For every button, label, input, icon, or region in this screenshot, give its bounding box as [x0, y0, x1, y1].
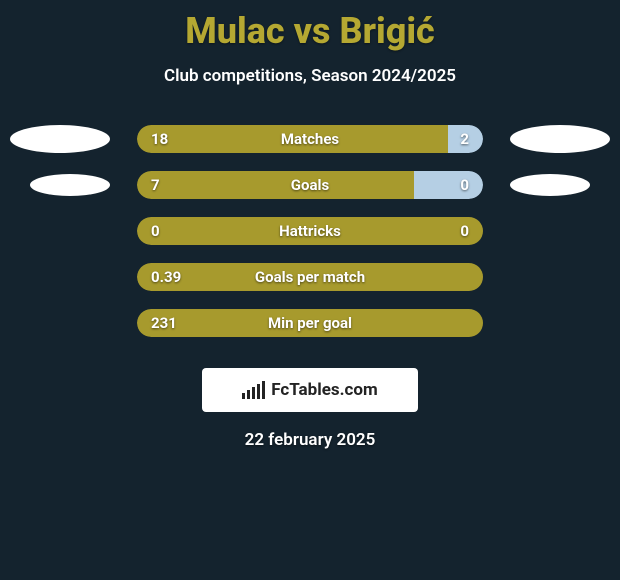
- stat-bar: 7 Goals 0: [137, 171, 483, 199]
- date-text: 22 february 2025: [0, 430, 620, 450]
- stat-left-value: 18: [151, 130, 168, 148]
- stat-label: Goals: [291, 176, 329, 194]
- stat-bar: 0.39 Goals per match: [137, 263, 483, 291]
- stat-row: 0.39 Goals per match: [0, 254, 620, 300]
- bar-chart-icon: [242, 381, 265, 399]
- stat-row: 231 Min per goal: [0, 300, 620, 346]
- player-left-marker: [10, 125, 110, 153]
- stat-row: 0 Hattricks 0: [0, 208, 620, 254]
- stat-bar: 18 Matches 2: [137, 125, 483, 153]
- stat-label: Matches: [281, 130, 339, 148]
- bar-chart-icon-bar: [262, 381, 265, 399]
- subtitle: Club competitions, Season 2024/2025: [0, 66, 620, 86]
- stat-bar-right-segment: [414, 171, 483, 199]
- stat-row: 7 Goals 0: [0, 162, 620, 208]
- bar-chart-icon-bar: [242, 393, 245, 399]
- stat-left-value: 7: [151, 176, 160, 194]
- stat-left-value: 0: [151, 222, 160, 240]
- stat-right-value: 0: [460, 176, 469, 194]
- bar-chart-icon-bar: [252, 387, 255, 399]
- stat-label: Hattricks: [279, 222, 341, 240]
- player-right-marker: [510, 125, 610, 153]
- stat-label: Min per goal: [268, 314, 352, 332]
- brand-text: FcTables.com: [271, 380, 377, 400]
- stat-bar: 0 Hattricks 0: [137, 217, 483, 245]
- stat-bar: 231 Min per goal: [137, 309, 483, 337]
- stat-left-value: 0.39: [151, 268, 181, 286]
- stats-container: 18 Matches 2 7 Goals 0 0 Hattricks 0 0.39 Goals pe…: [0, 116, 620, 346]
- stat-row: 18 Matches 2: [0, 116, 620, 162]
- stat-right-value: 2: [460, 130, 469, 148]
- brand-badge: FcTables.com: [202, 368, 418, 412]
- stat-left-value: 231: [151, 314, 177, 332]
- page-title: Mulac vs Brigić: [0, 0, 620, 52]
- stat-label: Goals per match: [255, 268, 365, 286]
- player-right-marker: [510, 174, 590, 196]
- stat-bar-left-segment: [137, 171, 414, 199]
- bar-chart-icon-bar: [257, 384, 260, 399]
- player-left-marker: [30, 174, 110, 196]
- stat-right-value: 0: [460, 222, 469, 240]
- bar-chart-icon-bar: [247, 390, 250, 399]
